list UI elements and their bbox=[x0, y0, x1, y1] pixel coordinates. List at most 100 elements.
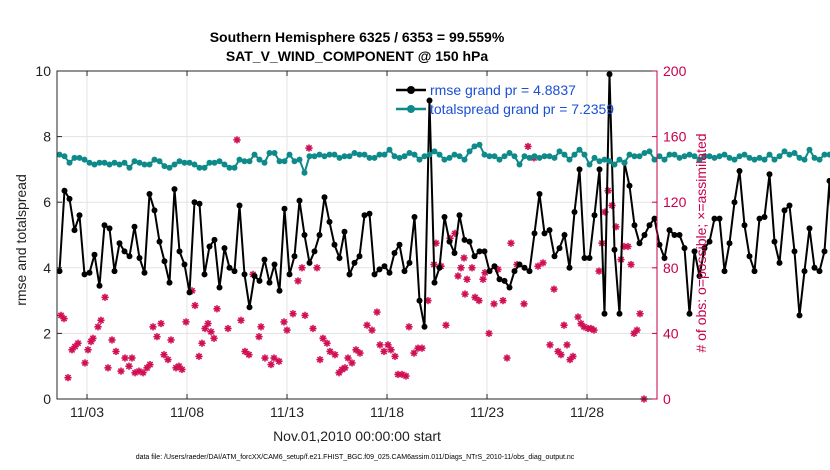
y-left-tick-label-0: 0 bbox=[43, 391, 51, 407]
spread-point-100 bbox=[556, 148, 563, 155]
obs-marker-104 bbox=[468, 264, 476, 272]
rmse-point-137 bbox=[741, 222, 748, 229]
obs-marker-63 bbox=[309, 324, 317, 333]
spread-point-74 bbox=[426, 151, 433, 158]
spread-point-68 bbox=[396, 154, 403, 161]
obs-marker-42 bbox=[210, 334, 218, 342]
spread-point-139 bbox=[751, 156, 758, 163]
spread-point-71 bbox=[411, 151, 418, 158]
spread-point-3 bbox=[71, 154, 78, 161]
spread-point-41 bbox=[261, 159, 268, 166]
chart-title: Southern Hemisphere 6325 / 6353 = 99.559… bbox=[210, 29, 505, 45]
spread-point-25 bbox=[181, 159, 188, 166]
spread-point-29 bbox=[201, 164, 208, 171]
spread-point-54 bbox=[326, 151, 333, 158]
spread-point-69 bbox=[401, 153, 408, 160]
spread-point-50 bbox=[306, 153, 313, 160]
rmse-point-26 bbox=[186, 289, 193, 296]
rmse-point-76 bbox=[436, 264, 443, 271]
obs-marker-41 bbox=[207, 328, 215, 336]
spread-point-46 bbox=[286, 151, 293, 158]
y-left-tick-label-4: 8 bbox=[43, 129, 51, 145]
spread-point-97 bbox=[541, 153, 548, 160]
rmse-point-41 bbox=[261, 256, 268, 263]
rmse-point-32 bbox=[216, 284, 223, 291]
obs-marker-143 bbox=[624, 242, 632, 251]
spread-point-2 bbox=[66, 159, 73, 166]
rmse-point-97 bbox=[541, 230, 548, 237]
rmse-point-118 bbox=[646, 222, 653, 229]
legend-spread-marker bbox=[407, 105, 415, 113]
rmse-point-50 bbox=[306, 259, 313, 266]
spread-point-129 bbox=[701, 153, 708, 160]
rmse-point-68 bbox=[396, 241, 403, 248]
rmse-point-126 bbox=[686, 310, 693, 317]
rmse-point-31 bbox=[211, 236, 218, 243]
spread-point-77 bbox=[441, 156, 448, 163]
spread-point-126 bbox=[686, 151, 693, 158]
rmse-point-154 bbox=[826, 177, 830, 184]
x-tick-label-2: 11/13 bbox=[270, 404, 304, 420]
obs-marker-47 bbox=[241, 347, 249, 356]
spread-point-33 bbox=[221, 161, 228, 168]
rmse-point-138 bbox=[746, 253, 753, 260]
x-tick-label-4: 11/23 bbox=[470, 404, 504, 420]
spread-point-137 bbox=[741, 151, 748, 158]
rmse-point-4 bbox=[76, 212, 83, 219]
rmse-point-30 bbox=[206, 243, 213, 250]
y-right-tick-label-5: 200 bbox=[663, 63, 687, 79]
spread-point-84 bbox=[476, 141, 483, 148]
spread-point-8 bbox=[96, 159, 103, 166]
rmse-point-24 bbox=[176, 248, 183, 255]
spread-point-133 bbox=[721, 151, 728, 158]
y-left-tick-label-1: 2 bbox=[43, 325, 51, 341]
spread-point-53 bbox=[321, 153, 328, 160]
rmse-point-84 bbox=[476, 248, 483, 255]
spread-point-28 bbox=[196, 164, 203, 171]
obs-marker-62 bbox=[305, 144, 313, 152]
rmse-point-51 bbox=[311, 248, 318, 255]
spread-point-105 bbox=[581, 151, 588, 158]
rmse-point-66 bbox=[386, 269, 393, 276]
spread-point-151 bbox=[811, 154, 818, 161]
obs-marker-26 bbox=[153, 333, 161, 341]
obs-marker-22 bbox=[139, 369, 147, 377]
obs-marker-29 bbox=[164, 356, 172, 364]
obs-marker-146 bbox=[633, 326, 641, 334]
spread-point-102 bbox=[566, 156, 573, 163]
spread-point-20 bbox=[156, 158, 163, 165]
rmse-point-103 bbox=[571, 209, 578, 215]
obs-marker-38 bbox=[198, 339, 206, 347]
rmse-point-39 bbox=[251, 273, 258, 279]
spread-point-104 bbox=[576, 146, 583, 153]
rmse-point-89 bbox=[501, 277, 508, 284]
rmse-point-71 bbox=[411, 214, 418, 220]
spread-point-103 bbox=[571, 151, 578, 158]
obs-marker-134 bbox=[590, 326, 598, 334]
rmse-point-1 bbox=[61, 187, 68, 194]
spread-point-83 bbox=[471, 143, 478, 150]
rmse-point-80 bbox=[456, 212, 463, 219]
obs-marker-11 bbox=[97, 316, 105, 324]
spread-point-134 bbox=[726, 154, 733, 161]
spread-point-138 bbox=[746, 154, 753, 161]
rmse-point-55 bbox=[331, 241, 338, 248]
rmse-point-72 bbox=[416, 297, 423, 304]
rmse-point-8 bbox=[96, 282, 103, 289]
spread-point-26 bbox=[186, 159, 193, 166]
obs-marker-114 bbox=[507, 239, 515, 247]
spread-point-82 bbox=[466, 148, 473, 155]
y-right-tick-label-4: 160 bbox=[663, 129, 687, 145]
rmse-point-110 bbox=[606, 71, 613, 78]
spread-point-39 bbox=[251, 151, 258, 158]
obs-marker-64 bbox=[313, 264, 321, 272]
obs-marker-144 bbox=[627, 260, 635, 269]
rmse-point-56 bbox=[336, 255, 343, 261]
rmse-point-143 bbox=[771, 238, 778, 245]
spread-point-27 bbox=[191, 161, 198, 168]
rmse-point-46 bbox=[286, 271, 293, 278]
rmse-point-9 bbox=[101, 222, 108, 229]
obs-marker-72 bbox=[341, 364, 349, 372]
spread-point-98 bbox=[546, 153, 553, 160]
spread-point-38 bbox=[246, 158, 253, 165]
